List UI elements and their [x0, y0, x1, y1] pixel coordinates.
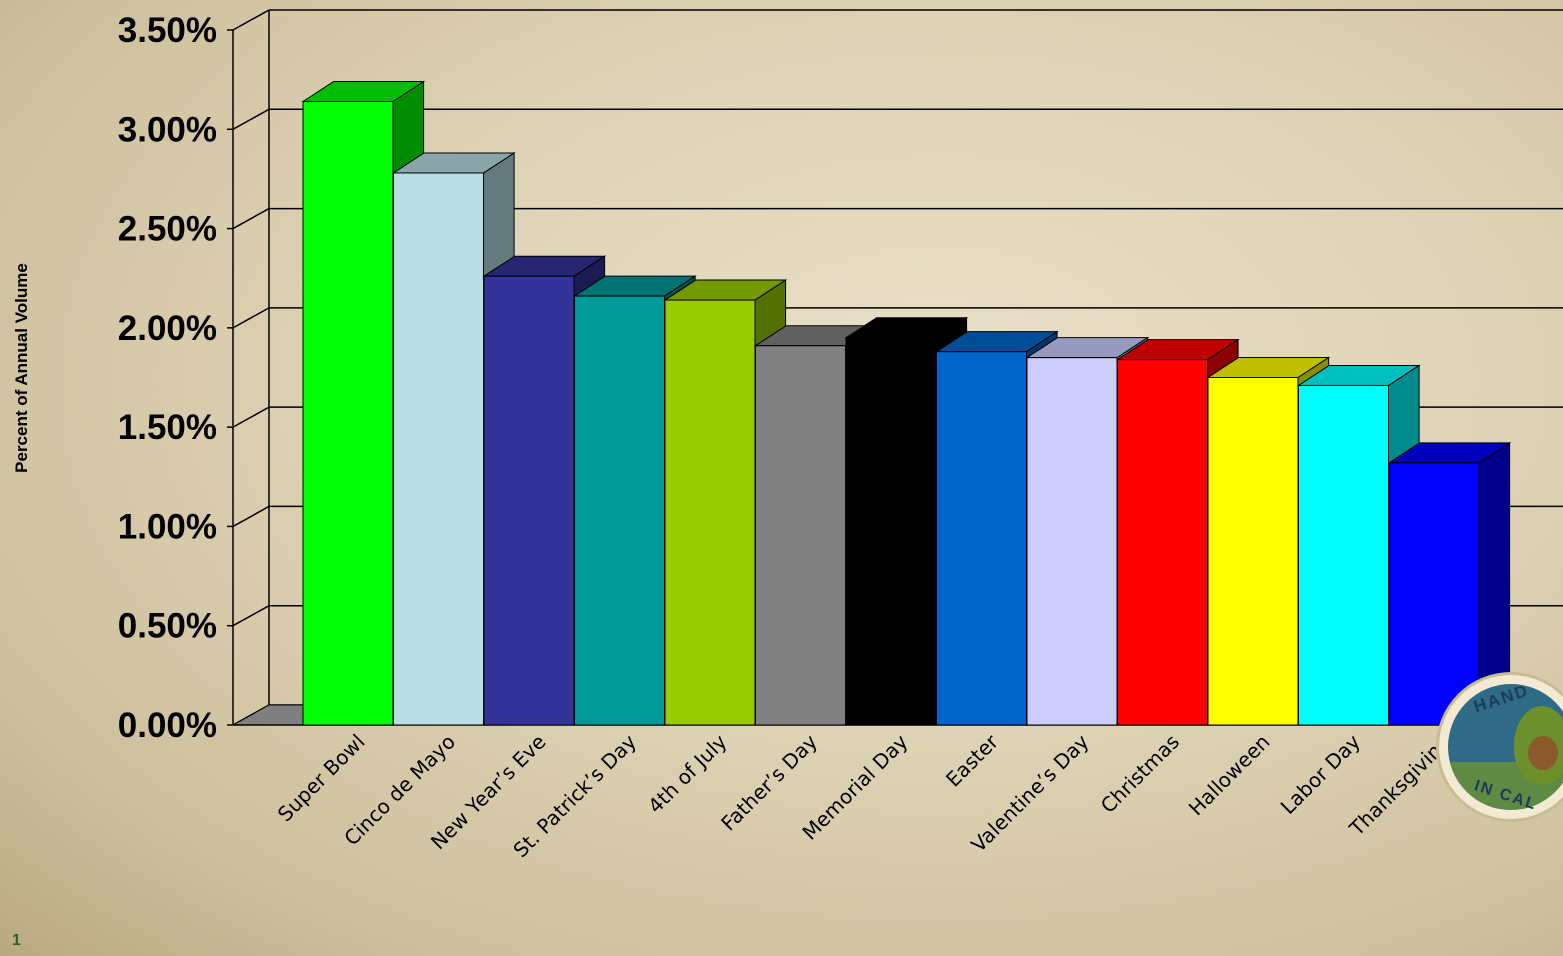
x-tick-label: Labor Day	[1276, 729, 1365, 818]
gridline-side	[232, 605, 270, 627]
bar	[664, 299, 756, 726]
x-tick-label: Easter	[941, 729, 1004, 792]
bar	[302, 100, 394, 726]
y-tick-label: 3.00%	[118, 110, 217, 149]
bar	[1117, 359, 1208, 726]
y-tick-label: 1.00%	[118, 507, 217, 546]
gridline-side	[232, 406, 270, 428]
x-tick-label: Super Bowl	[273, 730, 370, 827]
bar	[574, 295, 665, 726]
bar	[1388, 462, 1480, 726]
y-tick-label: 3.50%	[118, 11, 217, 50]
gridline-side	[232, 108, 270, 130]
gridline-side	[232, 505, 270, 528]
gridline-side	[232, 307, 270, 329]
bar	[755, 345, 846, 726]
y-tick-label: 2.50%	[118, 210, 217, 249]
bar	[1026, 357, 1118, 726]
y-tick-label: 0.50%	[118, 607, 217, 646]
bar	[845, 337, 937, 726]
gridline-side	[232, 9, 270, 31]
page-number: 1	[12, 932, 21, 949]
bar	[393, 172, 484, 726]
x-tick-label: Christmas	[1096, 730, 1184, 818]
x-tick-label: 4th of July	[643, 729, 732, 818]
logo-emblem	[1448, 684, 1563, 810]
brand-logo: HAND IN CAL	[1436, 672, 1563, 822]
bar	[936, 351, 1027, 726]
y-axis-label: Percent of Annual Volume	[12, 263, 31, 473]
bar	[1298, 384, 1389, 726]
y-tick-label: 0.00%	[118, 706, 217, 745]
y-tick-label: 2.00%	[118, 309, 217, 348]
gridline-side	[232, 207, 270, 230]
bar	[1207, 377, 1299, 726]
bar	[483, 275, 575, 726]
x-tick-label: Halloween	[1184, 730, 1275, 821]
avocado-seed-icon	[1528, 736, 1558, 770]
y-tick-label: 1.50%	[118, 408, 217, 447]
